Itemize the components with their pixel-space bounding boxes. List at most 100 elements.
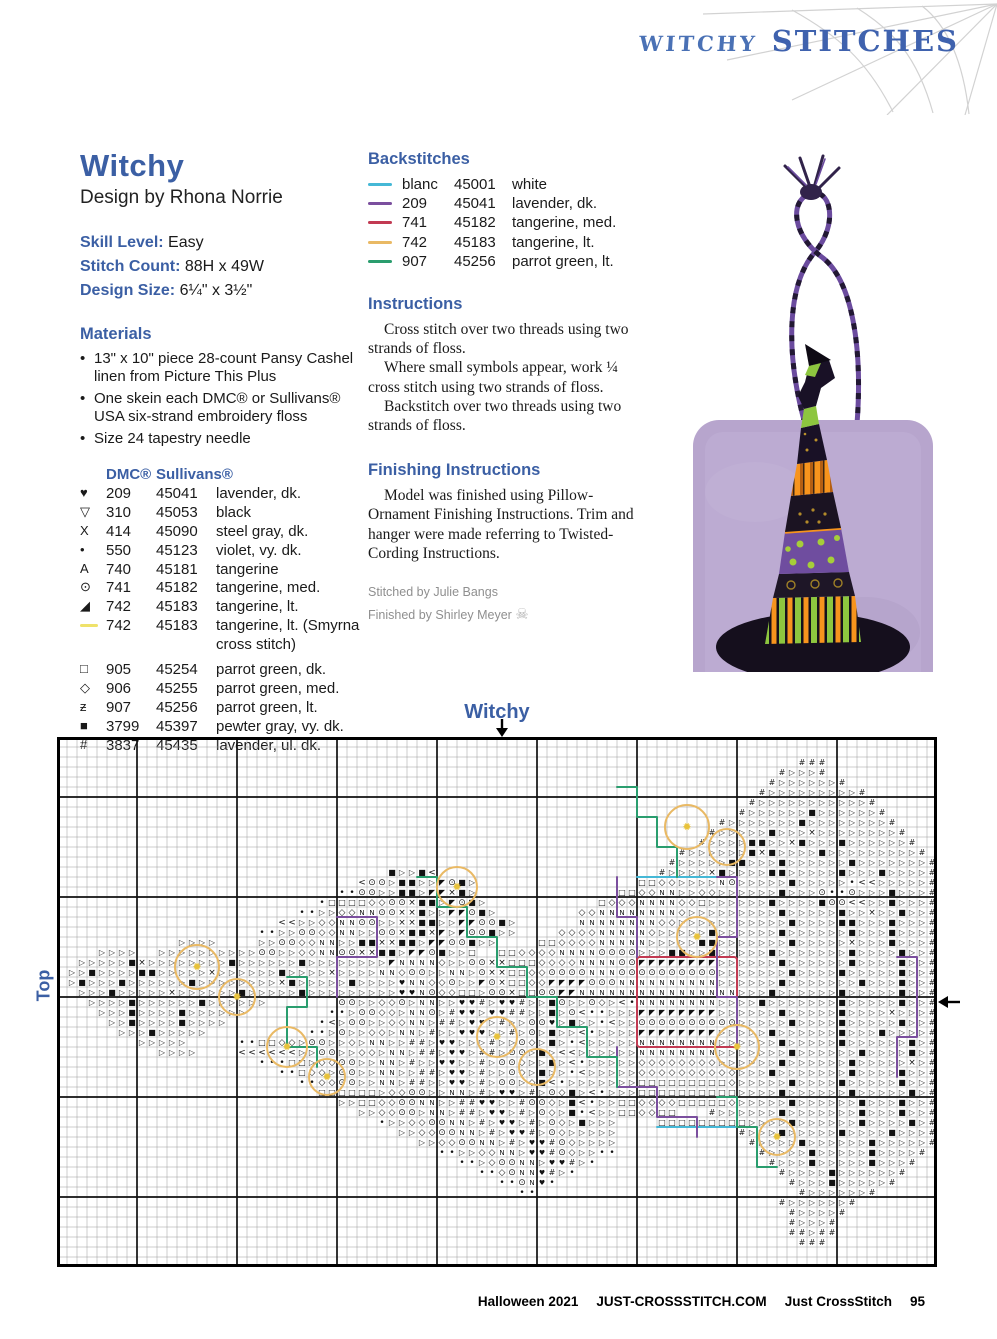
svg-text:■: ■ xyxy=(868,1138,876,1147)
svg-text:♥: ♥ xyxy=(449,1059,455,1067)
svg-text:▷: ▷ xyxy=(389,1028,396,1037)
svg-text:▷: ▷ xyxy=(799,768,806,777)
floss-row: #3837 45435 lavender, ul. dk. xyxy=(80,736,322,754)
svg-text:#: # xyxy=(779,1198,786,1207)
floss-row: A 740 45181 tangerine xyxy=(80,560,279,578)
svg-text:♥: ♥ xyxy=(479,1029,485,1037)
svg-text:◇: ◇ xyxy=(419,1128,426,1138)
svg-text:×: × xyxy=(498,968,506,978)
svg-text:▷: ▷ xyxy=(239,948,246,957)
svg-text:◤: ◤ xyxy=(449,898,456,907)
svg-text:▷: ▷ xyxy=(859,1088,866,1097)
svg-text:■: ■ xyxy=(678,948,686,957)
svg-text:▷: ▷ xyxy=(329,958,336,967)
svg-text:▷: ▷ xyxy=(749,1068,756,1077)
svg-text:▷: ▷ xyxy=(919,998,926,1007)
svg-text:▷: ▷ xyxy=(829,1208,836,1217)
svg-text:■: ■ xyxy=(418,908,426,917)
svg-text:▷: ▷ xyxy=(449,1098,456,1107)
svg-text:▷: ▷ xyxy=(259,938,266,947)
svg-text:□: □ xyxy=(338,1088,346,1097)
svg-text:▷: ▷ xyxy=(829,1148,836,1157)
svg-text:◇: ◇ xyxy=(349,1038,356,1048)
svg-text:▷: ▷ xyxy=(749,1088,756,1097)
svg-text:▷: ▷ xyxy=(859,1068,866,1077)
svg-text:▷: ▷ xyxy=(749,1098,756,1107)
svg-text:◇: ◇ xyxy=(549,1098,556,1108)
svg-text:◇: ◇ xyxy=(319,918,326,928)
svg-text:◇: ◇ xyxy=(409,1118,416,1128)
svg-text:▷: ▷ xyxy=(319,958,326,967)
svg-text:N: N xyxy=(449,1089,454,1097)
svg-text:▷: ▷ xyxy=(829,1158,836,1167)
svg-text:▷: ▷ xyxy=(729,1038,736,1047)
svg-text:▷: ▷ xyxy=(859,918,866,927)
svg-text:▷: ▷ xyxy=(579,1138,586,1147)
svg-text:▷: ▷ xyxy=(349,1008,356,1017)
svg-text:■: ■ xyxy=(348,978,356,987)
svg-text:▷: ▷ xyxy=(789,798,796,807)
svg-text:▷: ▷ xyxy=(809,958,816,967)
svg-text:▷: ▷ xyxy=(849,978,856,987)
svg-text:▷: ▷ xyxy=(89,978,96,987)
svg-text:▷: ▷ xyxy=(769,918,776,927)
svg-text:□: □ xyxy=(658,1108,666,1117)
svg-text:#: # xyxy=(789,1178,796,1187)
svg-text:▷: ▷ xyxy=(869,1058,876,1067)
svg-text:▷: ▷ xyxy=(559,1168,566,1177)
svg-text:▷: ▷ xyxy=(329,1068,336,1077)
svg-text:#: # xyxy=(659,868,666,877)
svg-text:■: ■ xyxy=(788,938,796,947)
svg-text:▷: ▷ xyxy=(759,798,766,807)
orange-striped-band xyxy=(791,460,833,496)
svg-text:▷: ▷ xyxy=(769,878,776,887)
svg-text:▷: ▷ xyxy=(869,988,876,997)
svg-text:▷: ▷ xyxy=(499,1128,506,1137)
svg-text:■: ■ xyxy=(568,1018,576,1027)
svg-text:⊙: ⊙ xyxy=(508,1068,516,1078)
svg-text:⊙: ⊙ xyxy=(658,1018,666,1028)
svg-text:N: N xyxy=(629,919,634,927)
svg-text:▷: ▷ xyxy=(849,998,856,1007)
svg-text:◇: ◇ xyxy=(559,938,566,948)
svg-text:▷: ▷ xyxy=(859,1138,866,1147)
swirl-band xyxy=(773,572,855,598)
svg-text:⊙: ⊙ xyxy=(548,1088,556,1098)
svg-text:▷: ▷ xyxy=(489,1088,496,1097)
svg-text:▷: ▷ xyxy=(819,1008,826,1017)
svg-text:▷: ▷ xyxy=(779,968,786,977)
svg-text:#: # xyxy=(479,1118,486,1127)
svg-text:▷: ▷ xyxy=(819,978,826,987)
svg-text:□: □ xyxy=(718,1098,726,1107)
svg-text:⊙: ⊙ xyxy=(548,968,556,978)
svg-text:▷: ▷ xyxy=(729,928,736,937)
svg-text:▷: ▷ xyxy=(759,1028,766,1037)
svg-text:▷: ▷ xyxy=(759,858,766,867)
svg-text:▷: ▷ xyxy=(749,898,756,907)
svg-text:N: N xyxy=(609,939,614,947)
svg-text:▷: ▷ xyxy=(879,1128,886,1137)
svg-text:▷: ▷ xyxy=(849,1098,856,1107)
svg-text:N: N xyxy=(369,1039,374,1047)
svg-text:◇: ◇ xyxy=(579,938,586,948)
svg-text:▷: ▷ xyxy=(209,1008,216,1017)
svg-text:▷: ▷ xyxy=(379,958,386,967)
svg-text:×: × xyxy=(138,958,146,968)
svg-text:▷: ▷ xyxy=(729,998,736,1007)
svg-text:■: ■ xyxy=(708,928,716,937)
svg-text:▷: ▷ xyxy=(799,1048,806,1057)
svg-text:⊙: ⊙ xyxy=(708,1018,716,1028)
svg-text:▷: ▷ xyxy=(249,948,256,957)
svg-text:▷: ▷ xyxy=(749,858,756,867)
svg-text:▷: ▷ xyxy=(429,1058,436,1067)
svg-text:▷: ▷ xyxy=(109,1008,116,1017)
svg-text:▷: ▷ xyxy=(739,848,746,857)
svg-text:▷: ▷ xyxy=(109,998,116,1007)
svg-text:▷: ▷ xyxy=(529,1008,536,1017)
svg-text:⊙: ⊙ xyxy=(478,928,486,938)
svg-text:N: N xyxy=(729,989,734,997)
svg-text:N: N xyxy=(599,989,604,997)
svg-text:▷: ▷ xyxy=(129,1028,136,1037)
svg-text:▷: ▷ xyxy=(879,1038,886,1047)
svg-text:▷: ▷ xyxy=(119,998,126,1007)
